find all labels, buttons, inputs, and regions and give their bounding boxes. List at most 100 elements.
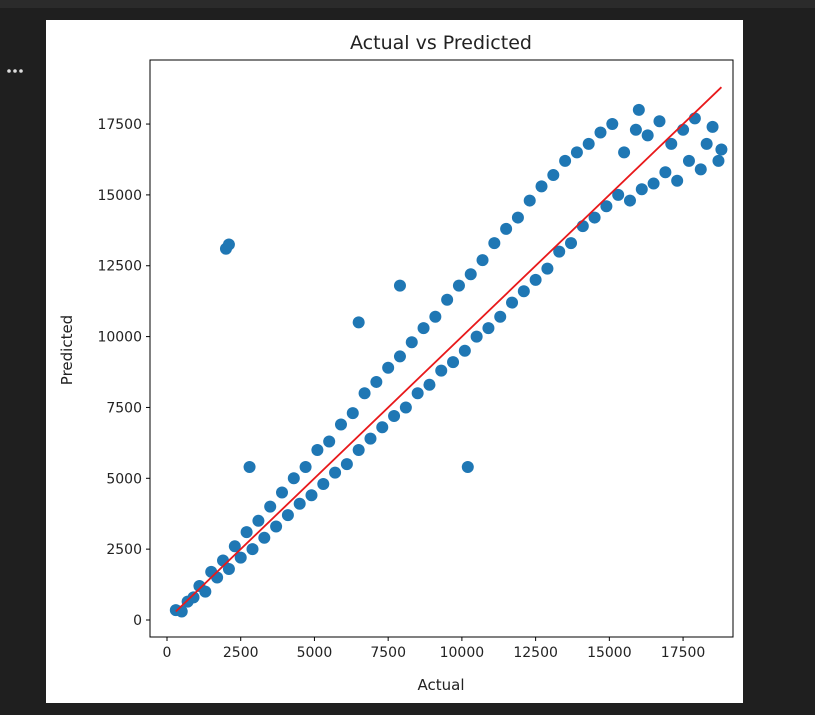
x-tick-label: 0 xyxy=(163,645,172,661)
scatter-point xyxy=(370,375,383,388)
scatter-point xyxy=(240,526,253,539)
scatter-point xyxy=(623,194,636,207)
scatter-point xyxy=(334,418,347,431)
chart-title: Actual vs Predicted xyxy=(350,32,532,54)
scatter-point xyxy=(228,540,241,553)
scatter-point xyxy=(715,143,728,156)
x-tick-label: 17500 xyxy=(661,645,706,661)
scatter-point xyxy=(559,154,572,167)
x-axis-label: Actual xyxy=(418,676,465,694)
scatter-point xyxy=(629,123,642,136)
scatter-point xyxy=(199,585,212,598)
x-tick-label: 5000 xyxy=(297,645,333,661)
y-tick-label: 2500 xyxy=(106,542,142,558)
scatter-point xyxy=(570,146,583,159)
y-tick-label: 0 xyxy=(133,613,142,629)
scatter-point xyxy=(264,500,277,513)
scatter-point xyxy=(270,520,283,533)
scatter-point xyxy=(243,460,256,473)
scatter-point xyxy=(276,486,288,499)
scatter-point xyxy=(352,443,365,456)
scatter-point xyxy=(222,238,235,251)
scatter-point xyxy=(287,472,300,485)
scatter-point xyxy=(187,591,200,604)
scatter-point xyxy=(399,401,412,414)
scatter-point xyxy=(665,137,678,150)
scatter-point xyxy=(234,551,247,564)
scatter-point xyxy=(647,177,660,190)
scatter-point xyxy=(393,350,406,363)
scatter-point xyxy=(452,279,465,292)
figure xyxy=(46,20,743,703)
scatter-point xyxy=(688,112,701,125)
scatter-point xyxy=(553,245,566,258)
scatter-point xyxy=(358,387,371,400)
scatter-point xyxy=(712,154,725,167)
scatter-point xyxy=(222,562,235,575)
scatter-point xyxy=(441,293,454,306)
scatter-point xyxy=(677,123,690,136)
scatter-point xyxy=(565,237,578,250)
scatter-point xyxy=(388,409,401,422)
scatter-point xyxy=(281,509,294,522)
scatter-point xyxy=(311,443,324,456)
plot-area xyxy=(169,86,728,618)
scatter-point xyxy=(464,268,477,281)
scatter-point xyxy=(588,211,601,224)
y-tick-label: 12500 xyxy=(97,259,142,275)
scatter-point xyxy=(293,497,306,510)
scatter-point xyxy=(346,407,359,420)
scatter-point xyxy=(252,514,265,527)
scatter-point xyxy=(393,279,406,292)
scatter-point xyxy=(517,285,530,298)
scatter-point xyxy=(299,460,312,473)
scatter-point xyxy=(458,344,471,357)
scatter-point xyxy=(482,322,495,335)
scatter-point xyxy=(323,435,336,448)
scatter-point xyxy=(700,137,713,150)
y-tick-label: 10000 xyxy=(97,330,142,346)
scatter-point xyxy=(659,166,672,179)
x-tick-label: 15000 xyxy=(587,645,632,661)
scatter-point xyxy=(246,543,259,556)
scatter-point xyxy=(511,211,524,224)
scatter-point xyxy=(523,194,536,207)
scatter-point xyxy=(382,361,395,374)
x-tick-label: 10000 xyxy=(440,645,485,661)
top-strip xyxy=(0,0,815,8)
scatter-point xyxy=(417,322,430,335)
scatter-point xyxy=(576,220,589,233)
scatter-point xyxy=(632,103,645,116)
scatter-point xyxy=(461,460,474,473)
y-tick-label: 17500 xyxy=(97,117,142,133)
scatter-point xyxy=(447,356,460,369)
scatter-point xyxy=(364,432,377,445)
x-tick-label: 2500 xyxy=(223,645,259,661)
scatter-point xyxy=(329,466,342,479)
scatter-point xyxy=(706,120,719,133)
more-menu[interactable] xyxy=(7,69,23,73)
scatter-point xyxy=(671,174,684,187)
line xyxy=(175,86,723,613)
scatter-point xyxy=(594,126,607,139)
scatter-point xyxy=(606,118,619,131)
axes-frame xyxy=(149,59,734,638)
scatter-point xyxy=(506,296,519,309)
scatter-point xyxy=(600,200,613,213)
scatter-point xyxy=(352,316,365,329)
scatter-point xyxy=(305,489,318,502)
scatter-point xyxy=(429,310,442,323)
scatter-point xyxy=(405,336,418,349)
scatter-point xyxy=(317,477,330,490)
scatter-point xyxy=(612,188,625,201)
scatter-point xyxy=(376,421,389,434)
scatter-point xyxy=(500,222,513,235)
scatter-point xyxy=(635,183,648,196)
scatter-point xyxy=(476,254,489,267)
x-tick-label: 7500 xyxy=(370,645,406,661)
y-tick-label: 15000 xyxy=(97,188,142,204)
scatter-point xyxy=(682,154,695,167)
scatter-point xyxy=(618,146,631,159)
scatter-point xyxy=(211,571,224,584)
